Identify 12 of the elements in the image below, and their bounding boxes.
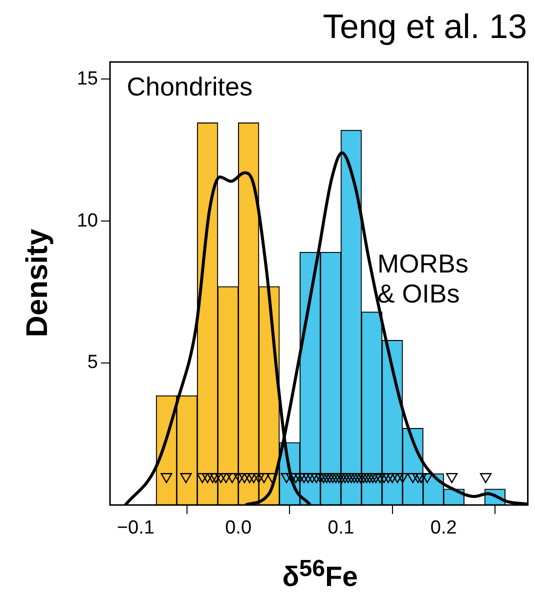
x-tick-label: 0.1: [328, 518, 354, 539]
y-axis-title: Density: [21, 228, 55, 338]
chart-title: Teng et al. 13: [322, 8, 527, 47]
x-tick-label: 0.2: [430, 518, 457, 539]
x-tick-label: 0.0: [225, 518, 252, 539]
x-tick-label: −0.1: [116, 518, 154, 539]
x-axis-title: δ$^{56}$Fe: [282, 554, 358, 594]
y-tick-label: 10: [76, 210, 98, 232]
annotation: Chondrites: [126, 71, 252, 102]
annotation: MORBs & OIBs: [377, 248, 468, 309]
y-tick-label: 15: [76, 68, 98, 90]
y-tick-label: 5: [87, 352, 98, 374]
